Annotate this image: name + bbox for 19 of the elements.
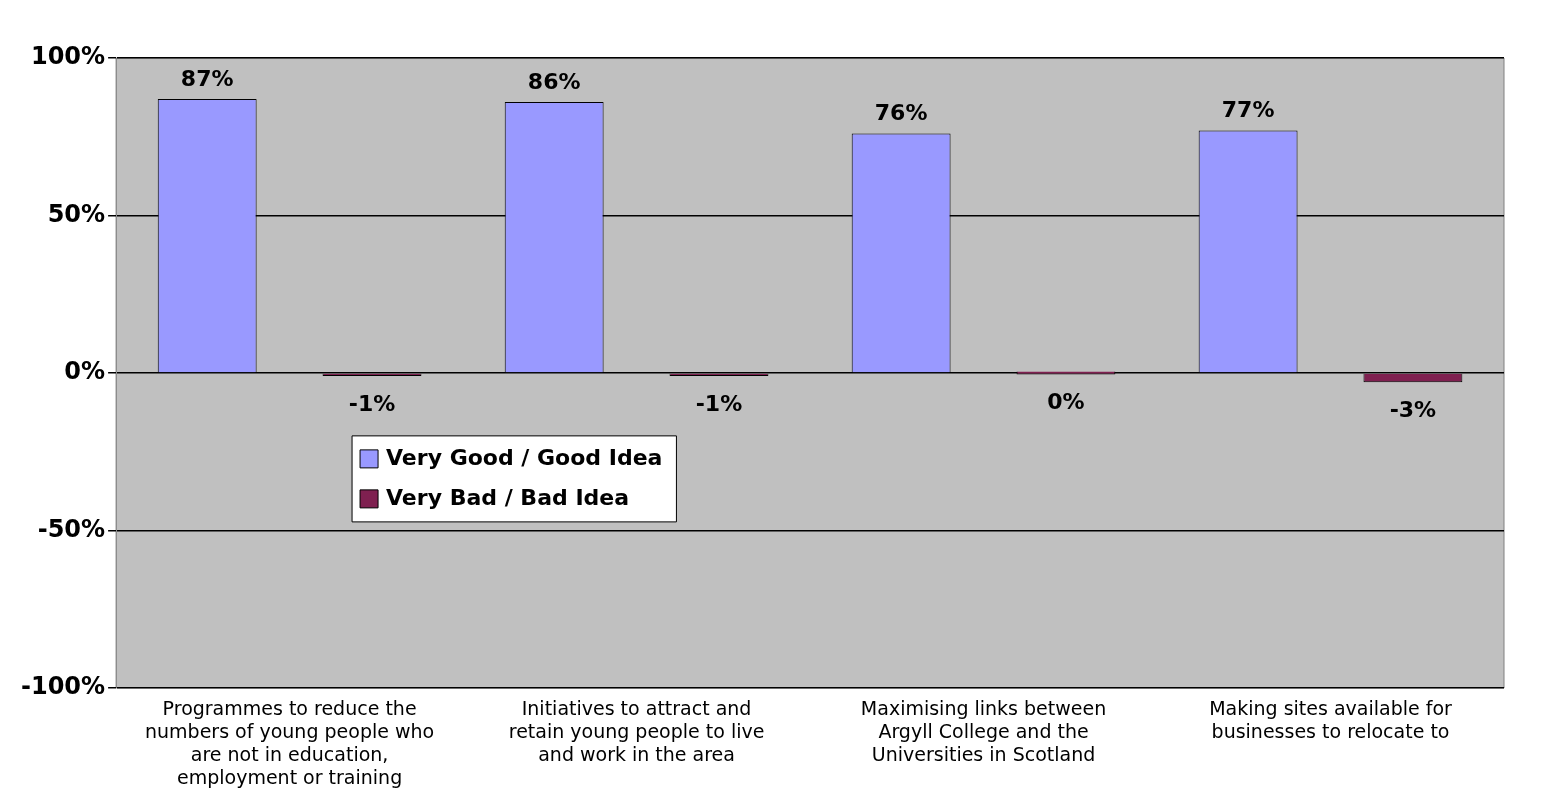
x-tick-label: Programmes to reduce the numbers of young people who are not in education, employment or training	[145, 697, 435, 788]
x-tick-label: Making sites available for businesses to relocate to	[1209, 697, 1453, 742]
legend-label: Very Good / Good Idea	[386, 444, 663, 470]
data-label: 86%	[527, 68, 581, 94]
data-label: 87%	[180, 65, 234, 91]
y-tick-label: -100%	[21, 672, 106, 701]
data-label: -3%	[1389, 397, 1437, 423]
y-tick-label: 0%	[64, 357, 106, 386]
data-label: 76%	[874, 100, 928, 126]
data-label: 77%	[1221, 97, 1275, 123]
legend-label: Very Bad / Bad Idea	[386, 484, 630, 510]
data-label: -1%	[695, 390, 743, 416]
y-tick-label: 50%	[47, 199, 106, 228]
data-label: 0%	[1047, 389, 1085, 415]
y-tick-label: -50%	[37, 514, 106, 543]
data-label: -1%	[348, 390, 396, 416]
y-tick-label: 100%	[30, 42, 106, 71]
x-tick-label: Initiatives to attract and retain young people to live and work in the area	[508, 697, 765, 765]
x-tick-label: Maximising links between Argyll College and the Universities in Scotland	[860, 697, 1107, 765]
